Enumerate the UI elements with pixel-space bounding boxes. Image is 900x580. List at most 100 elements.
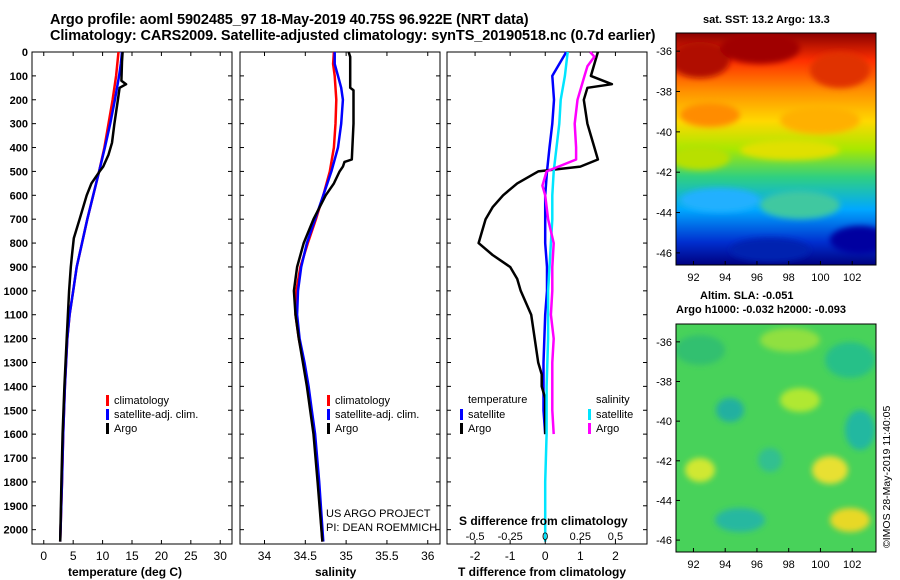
- legend-label-satellite: satellite-adj. clim.: [114, 409, 198, 421]
- map-y-tick-label: -38: [656, 376, 672, 388]
- legend-swatch-sal-satellite: [588, 409, 591, 420]
- map-x-tick-label: 94: [719, 272, 731, 284]
- series-line-argo: [58, 51, 128, 542]
- temperature-series: [58, 51, 128, 542]
- depth-tick-label: 1500: [4, 405, 28, 417]
- x-tick-label: 10: [96, 549, 110, 563]
- map-y-tick-label: -38: [656, 87, 672, 99]
- s-diff-tick-label: 0.25: [570, 531, 591, 543]
- series-line-salinity-argo: [541, 51, 596, 435]
- legend-swatch-satellite: [106, 409, 109, 420]
- series-line-satellite-adj-clim-: [295, 52, 345, 542]
- legend-label-satellite: satellite-adj. clim.: [335, 409, 419, 421]
- map-x-tick-label: 100: [811, 559, 829, 571]
- depth-tick-label: 300: [10, 119, 28, 131]
- map-x-tick-label: 98: [783, 272, 795, 284]
- depth-tick-label: 1300: [4, 357, 28, 369]
- temperature-legend: climatology satellite-adj. clim. Argo: [106, 395, 198, 435]
- legend-label-argo: Argo: [335, 423, 358, 435]
- salinity-legend: climatology satellite-adj. clim. Argo: [327, 395, 419, 435]
- depth-tick-label: 1700: [4, 453, 28, 465]
- salinity-series: [292, 51, 355, 542]
- x-tick-label: 34: [258, 549, 272, 563]
- x-tick-label: 1: [577, 549, 584, 563]
- x-tick-label: 25: [184, 549, 198, 563]
- map-y-tick-label: -42: [656, 456, 672, 468]
- difference-top-xlabel: S difference from climatology: [459, 514, 628, 528]
- legend-label-temp-satellite: satellite: [468, 409, 505, 421]
- legend-swatch-argo: [327, 423, 330, 434]
- map-y-tick-label: -44: [656, 208, 672, 220]
- s-diff-tick-label: -0.25: [498, 531, 523, 543]
- sla-map-title-line1: Altim. SLA: -0.051: [700, 290, 794, 302]
- series-line-temperature-argo: [477, 51, 614, 435]
- depth-tick-label: 700: [10, 214, 28, 226]
- sst-map: [676, 33, 876, 265]
- x-tick-label: -1: [505, 549, 516, 563]
- depth-tick-label: 400: [10, 143, 28, 155]
- legend-swatch-satellite: [327, 409, 330, 420]
- depth-tick-label: 600: [10, 190, 28, 202]
- depth-tick-label: 200: [10, 95, 28, 107]
- map-x-tick-label: 96: [751, 559, 763, 571]
- map-y-tick-label: -44: [656, 495, 672, 507]
- s-difference-tick-labels: -0.5 -0.25 0 0.25 0.5: [466, 531, 623, 543]
- depth-axis-labels: 0 100 200 300 400 500 600 700 800 900 1000 1100 1200…: [4, 47, 647, 537]
- map-y-tick-label: -42: [656, 167, 672, 179]
- depth-tick-label: 1000: [4, 286, 28, 298]
- depth-tick-label: 900: [10, 262, 28, 274]
- difference-legend: temperature satellite Argo salinity sate…: [460, 394, 633, 435]
- map-y-tick-label: -36: [656, 337, 672, 349]
- s-diff-tick-label: 0: [542, 531, 548, 543]
- map-x-tick-label: 92: [687, 559, 699, 571]
- credit-line1: US ARGO PROJECT: [326, 508, 431, 520]
- map-y-tick-label: -40: [656, 416, 672, 428]
- depth-tick-label: 1200: [4, 334, 28, 346]
- legend-label-sal-satellite: satellite: [596, 409, 633, 421]
- map-x-tick-label: 102: [843, 272, 861, 284]
- depth-tick-label: 1100: [4, 310, 28, 322]
- x-tick-label: 30: [214, 549, 228, 563]
- legend-title-salinity: salinity: [596, 394, 630, 406]
- depth-tick-label: 0: [22, 47, 28, 59]
- figure-title-line1: Argo profile: aoml 5902485_97 18-May-201…: [50, 12, 529, 28]
- x-tick-label: 35: [339, 549, 353, 563]
- s-diff-tick-label: 0.5: [608, 531, 623, 543]
- depth-tick-label: 500: [10, 166, 28, 178]
- depth-tick-label: 1900: [4, 501, 28, 513]
- series-line-argo: [292, 51, 355, 542]
- x-tick-label: 2: [612, 549, 619, 563]
- x-tick-label: 34.5: [294, 549, 318, 563]
- legend-swatch-argo: [106, 423, 109, 434]
- map-y-tick-label: -46: [656, 248, 672, 260]
- legend-label-climatology: climatology: [335, 395, 391, 407]
- sst-map-title: sat. SST: 13.2 Argo: 13.3: [703, 14, 830, 26]
- s-diff-tick-label: -0.5: [466, 531, 485, 543]
- x-tick-label: -2: [470, 549, 481, 563]
- x-tick-label: 20: [155, 549, 169, 563]
- legend-swatch-climatology: [106, 395, 109, 406]
- legend-label-sal-argo: Argo: [596, 423, 619, 435]
- difference-series: [477, 51, 614, 542]
- depth-tick-label: 1400: [4, 381, 28, 393]
- map-x-tick-label: 98: [783, 559, 795, 571]
- series-line-temperature-satellite: [542, 51, 568, 435]
- depth-tick-label: 1600: [4, 429, 28, 441]
- map-y-tick-label: -36: [656, 46, 672, 58]
- legend-swatch-temp-satellite: [460, 409, 463, 420]
- sla-map-title-line2: Argo h1000: -0.032 h2000: -0.093: [676, 304, 846, 316]
- x-tick-labels: 0 5 10 15 20 25 30 34 34.5 35 35.5 36 -2 -1 0 1 2: [40, 52, 619, 563]
- depth-tick-label: 100: [10, 71, 28, 83]
- map-tick-labels: 92 94 96 98 100 102 -36 -38 -40 -42 -44 -46 92 94 96 98…: [656, 46, 861, 571]
- x-tick-label: 0: [542, 549, 549, 563]
- legend-swatch-sal-argo: [588, 423, 591, 434]
- depth-tick-label: 2000: [4, 525, 28, 537]
- x-tick-label: 15: [125, 549, 139, 563]
- map-x-tick-label: 92: [687, 272, 699, 284]
- sla-map: [676, 324, 876, 552]
- legend-label-climatology: climatology: [114, 395, 170, 407]
- x-tick-label: 35.5: [375, 549, 399, 563]
- legend-swatch-climatology: [327, 395, 330, 406]
- map-x-tick-label: 102: [843, 559, 861, 571]
